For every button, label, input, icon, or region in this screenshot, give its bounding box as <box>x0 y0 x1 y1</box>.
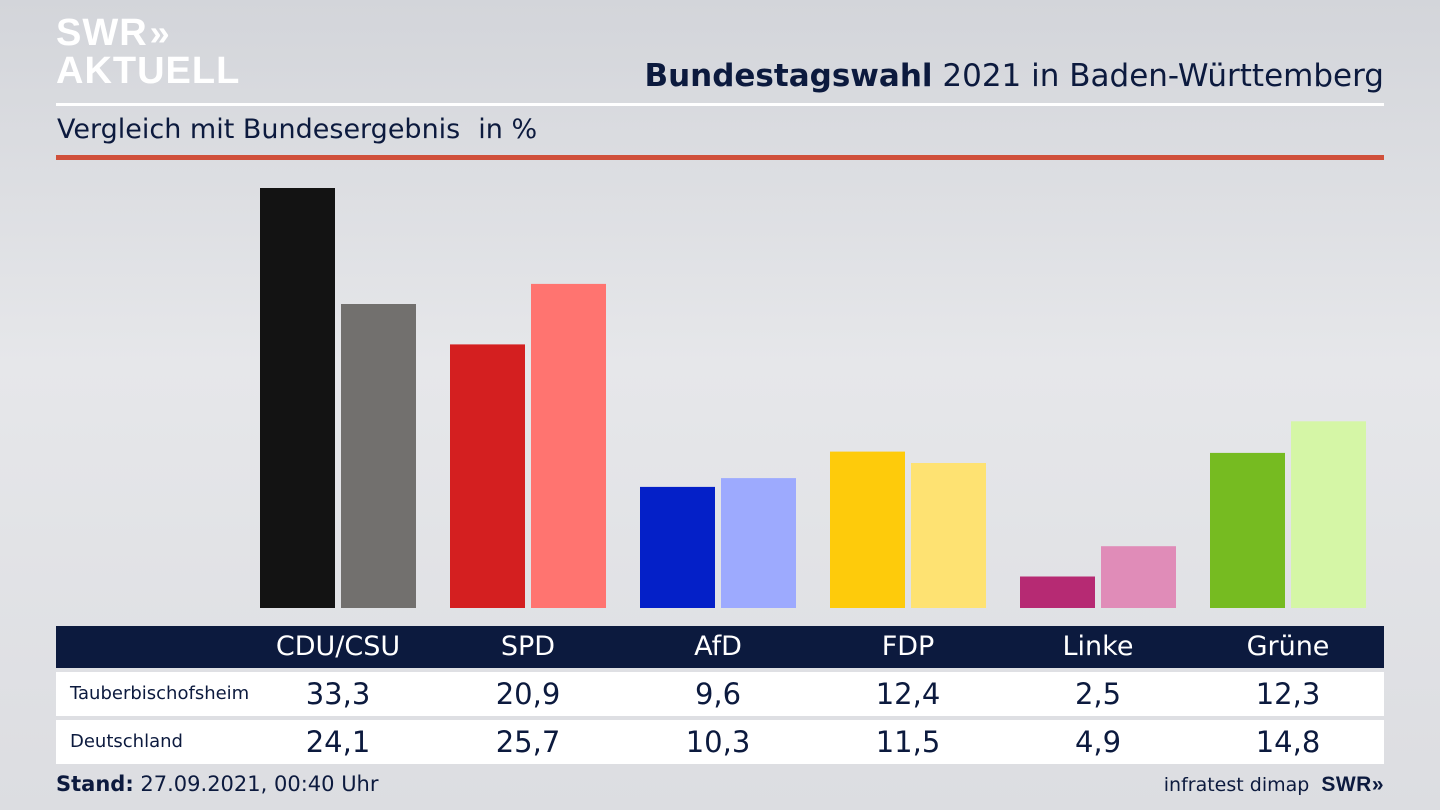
column-header: Linke <box>1062 631 1134 662</box>
column-header: CDU/CSU <box>275 631 401 662</box>
bar-afd-national <box>721 478 796 608</box>
bar-fdp-national <box>911 463 986 608</box>
value-label: 2,5 <box>1074 677 1122 711</box>
subtitle-text: Vergleich mit Bundesergebnis <box>57 114 461 145</box>
source-label: infratest dimap <box>1163 774 1310 796</box>
bar-spd-local <box>450 344 525 608</box>
bar-grüne-national <box>1291 421 1366 608</box>
timestamp: Stand: 27.09.2021, 00:40 Uhr <box>56 772 379 796</box>
header-divider <box>56 103 1384 106</box>
value-label: 24,1 <box>305 725 371 759</box>
source-credit: infratest dimap SWR» <box>1164 773 1384 797</box>
value-label: 33,3 <box>305 677 371 711</box>
column-header: AfD <box>694 631 742 662</box>
value-label: 12,3 <box>1255 677 1321 711</box>
table-row: Deutschland 24,1 25,7 10,3 11,5 4,9 14,8 <box>56 720 1384 764</box>
value-label: 12,4 <box>875 677 941 711</box>
bar-cdu-csu-national <box>341 304 416 608</box>
subtitle-divider <box>56 155 1384 160</box>
value-label: 11,5 <box>875 725 941 759</box>
swr-brand-text: SWR <box>1321 773 1372 796</box>
bar-linke-national <box>1101 546 1176 608</box>
bar-afd-local <box>640 486 715 608</box>
value-label: 25,7 <box>495 725 561 759</box>
row-label: Tauberbischofsheim <box>70 683 250 704</box>
value-label: 9,6 <box>694 677 742 711</box>
logo-line2: AKTUELL <box>56 50 241 92</box>
bar-spd-national <box>531 283 606 608</box>
stand-value: 27.09.2021, 00:40 Uhr <box>140 772 379 796</box>
row-label: Deutschland <box>70 731 183 752</box>
swr-aktuell-logo: SWR» AKTUELL <box>56 14 240 90</box>
bar-fdp-local <box>830 451 905 608</box>
swr-chevron-icon: » <box>1371 773 1384 796</box>
column-header: Grüne <box>1246 631 1330 662</box>
chart-subtitle: Vergleich mit Bundesergebnis in % <box>57 114 537 145</box>
column-header: SPD <box>500 631 556 662</box>
chart-title-rest: 2021 in Baden-Württemberg <box>942 58 1384 94</box>
bar-linke-local <box>1020 576 1095 608</box>
swr-footer-logo: SWR» <box>1321 773 1384 797</box>
stand-label: Stand: <box>56 772 134 796</box>
value-label: 4,9 <box>1074 725 1122 759</box>
value-label: 10,3 <box>685 725 751 759</box>
chart-title-bold: Bundestagswahl <box>644 58 933 94</box>
bar-chart <box>260 188 1366 608</box>
table-header: CDU/CSU SPD AfD FDP Linke Grüne <box>56 626 1384 668</box>
results-table: CDU/CSU SPD AfD FDP Linke Grüne Tauberbischof… <box>56 626 1384 764</box>
logo-line1: SWR <box>56 12 148 54</box>
column-header: FDP <box>881 631 935 662</box>
bar-cdu-csu-local <box>260 188 335 608</box>
chart-title: Bundestagswahl 2021 in Baden-Württemberg <box>644 58 1384 94</box>
unit-label: in % <box>478 114 538 145</box>
bar-grüne-local <box>1210 452 1285 608</box>
value-label: 14,8 <box>1255 725 1321 759</box>
value-label: 20,9 <box>495 677 561 711</box>
table-row: Tauberbischofsheim 33,3 20,9 9,6 12,4 2,5 12,… <box>56 672 1384 716</box>
